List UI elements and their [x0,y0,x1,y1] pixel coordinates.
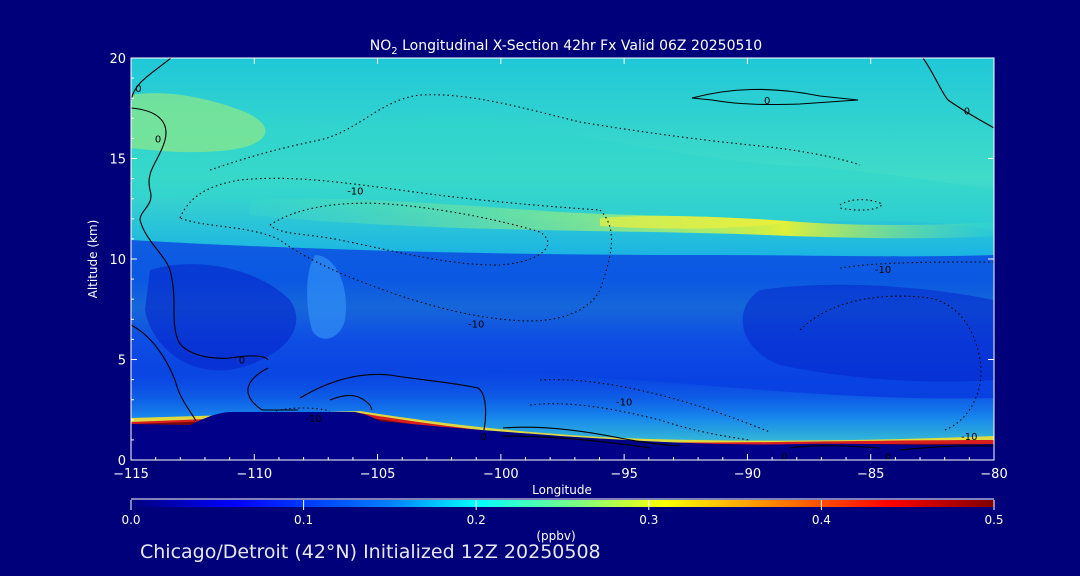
y-tick-label: 5 [118,354,126,369]
x-tick-label: −85 [857,467,884,482]
colorbar-tick-label: 0.2 [467,513,486,527]
y-tick-label: 20 [109,52,126,67]
yellow-streak [600,215,790,229]
contour-zero-right [789,445,994,451]
colorbar-tick-label: 0.4 [812,513,831,527]
contour-label: 0 [480,432,486,443]
x-tick-label: −105 [360,467,396,482]
contour-zero-ridge [131,324,197,422]
footer-caption: Chicago/Detroit (42°N) Initialized 12Z 2… [140,541,601,563]
x-tick-label: −90 [734,467,761,482]
contour-label: -10 [616,398,632,409]
y-tick-label: 10 [109,253,126,268]
contour-zero-lens [691,88,859,106]
x-tick-label: −80 [980,467,1007,482]
dark-blob-right [742,284,994,382]
upper-band-blob [131,102,994,230]
contour-label: -10 [961,432,977,443]
contour-zero-mid [299,373,487,431]
contour-label: 0 [135,84,141,95]
light-column [307,255,346,339]
contour-zero-inner [329,394,373,411]
contour-neg-rightband [839,199,994,269]
contour-neg-lower [529,379,771,441]
colorbar-gradient [131,500,994,507]
colorbar-tick-label: 0.5 [984,513,1003,527]
greenish-upper-left [131,93,266,153]
colorbar-tick-label: 0.3 [639,513,658,527]
colorbar-tick-label: 0.0 [121,513,140,527]
contour-label: 0 [239,356,245,367]
x-axis: −115 −110 −105 −100 −95 −90 −85 −80 [113,58,1008,482]
contour-neg-inner [269,202,549,266]
y-axis-label: Altitude (km) [86,220,100,299]
contour-label: 0 [781,452,787,463]
colorbar-tick-label: 0.1 [294,513,313,527]
y-axis: 0 5 10 15 20 [109,52,994,469]
colorbar: 0.0 0.1 0.2 0.3 0.4 0.5 (ppbv) [121,498,1004,543]
contour-label: 0 [155,134,161,145]
x-tick-label: −100 [483,467,519,482]
contour-labels: 0 0 0 0 -10 -10 -10 0 -10 -10 0 -10 0 0 [135,84,977,463]
contour-neg-high [209,94,861,171]
contours [131,58,994,451]
contour-neg-right-low [799,295,982,431]
x-axis-label: Longitude [532,483,592,497]
contour-label: 0 [885,452,891,463]
y-tick-label: 15 [109,153,126,168]
heatmap-field [131,58,994,460]
contour-label: -10 [468,319,484,330]
contour-zero-left [131,58,269,361]
contour-label: -10 [305,414,321,425]
contour-zero-surface [502,426,681,449]
colorbar-label: (ppbv) [536,529,575,543]
contour-label: 0 [964,106,970,117]
contour-label: -10 [347,187,363,198]
dark-blob-left [145,264,297,371]
x-tick-label: −95 [610,467,637,482]
y-tick-label: 0 [118,454,126,469]
contour-zero-lowleft [247,367,298,411]
terrain [131,412,994,460]
contour-label: -10 [875,265,891,276]
x-tick-label: −115 [113,467,149,482]
contour-label: 0 [764,96,770,107]
contour-zero-top-right [922,58,994,129]
chart-title: NO2 Longitudinal X-Section 42hr Fx Valid… [370,38,762,57]
colorbar-ticks: 0.0 0.1 0.2 0.3 0.4 0.5 [121,500,1004,527]
contour-neg-small [275,407,331,412]
x-tick-label: −110 [236,467,272,482]
